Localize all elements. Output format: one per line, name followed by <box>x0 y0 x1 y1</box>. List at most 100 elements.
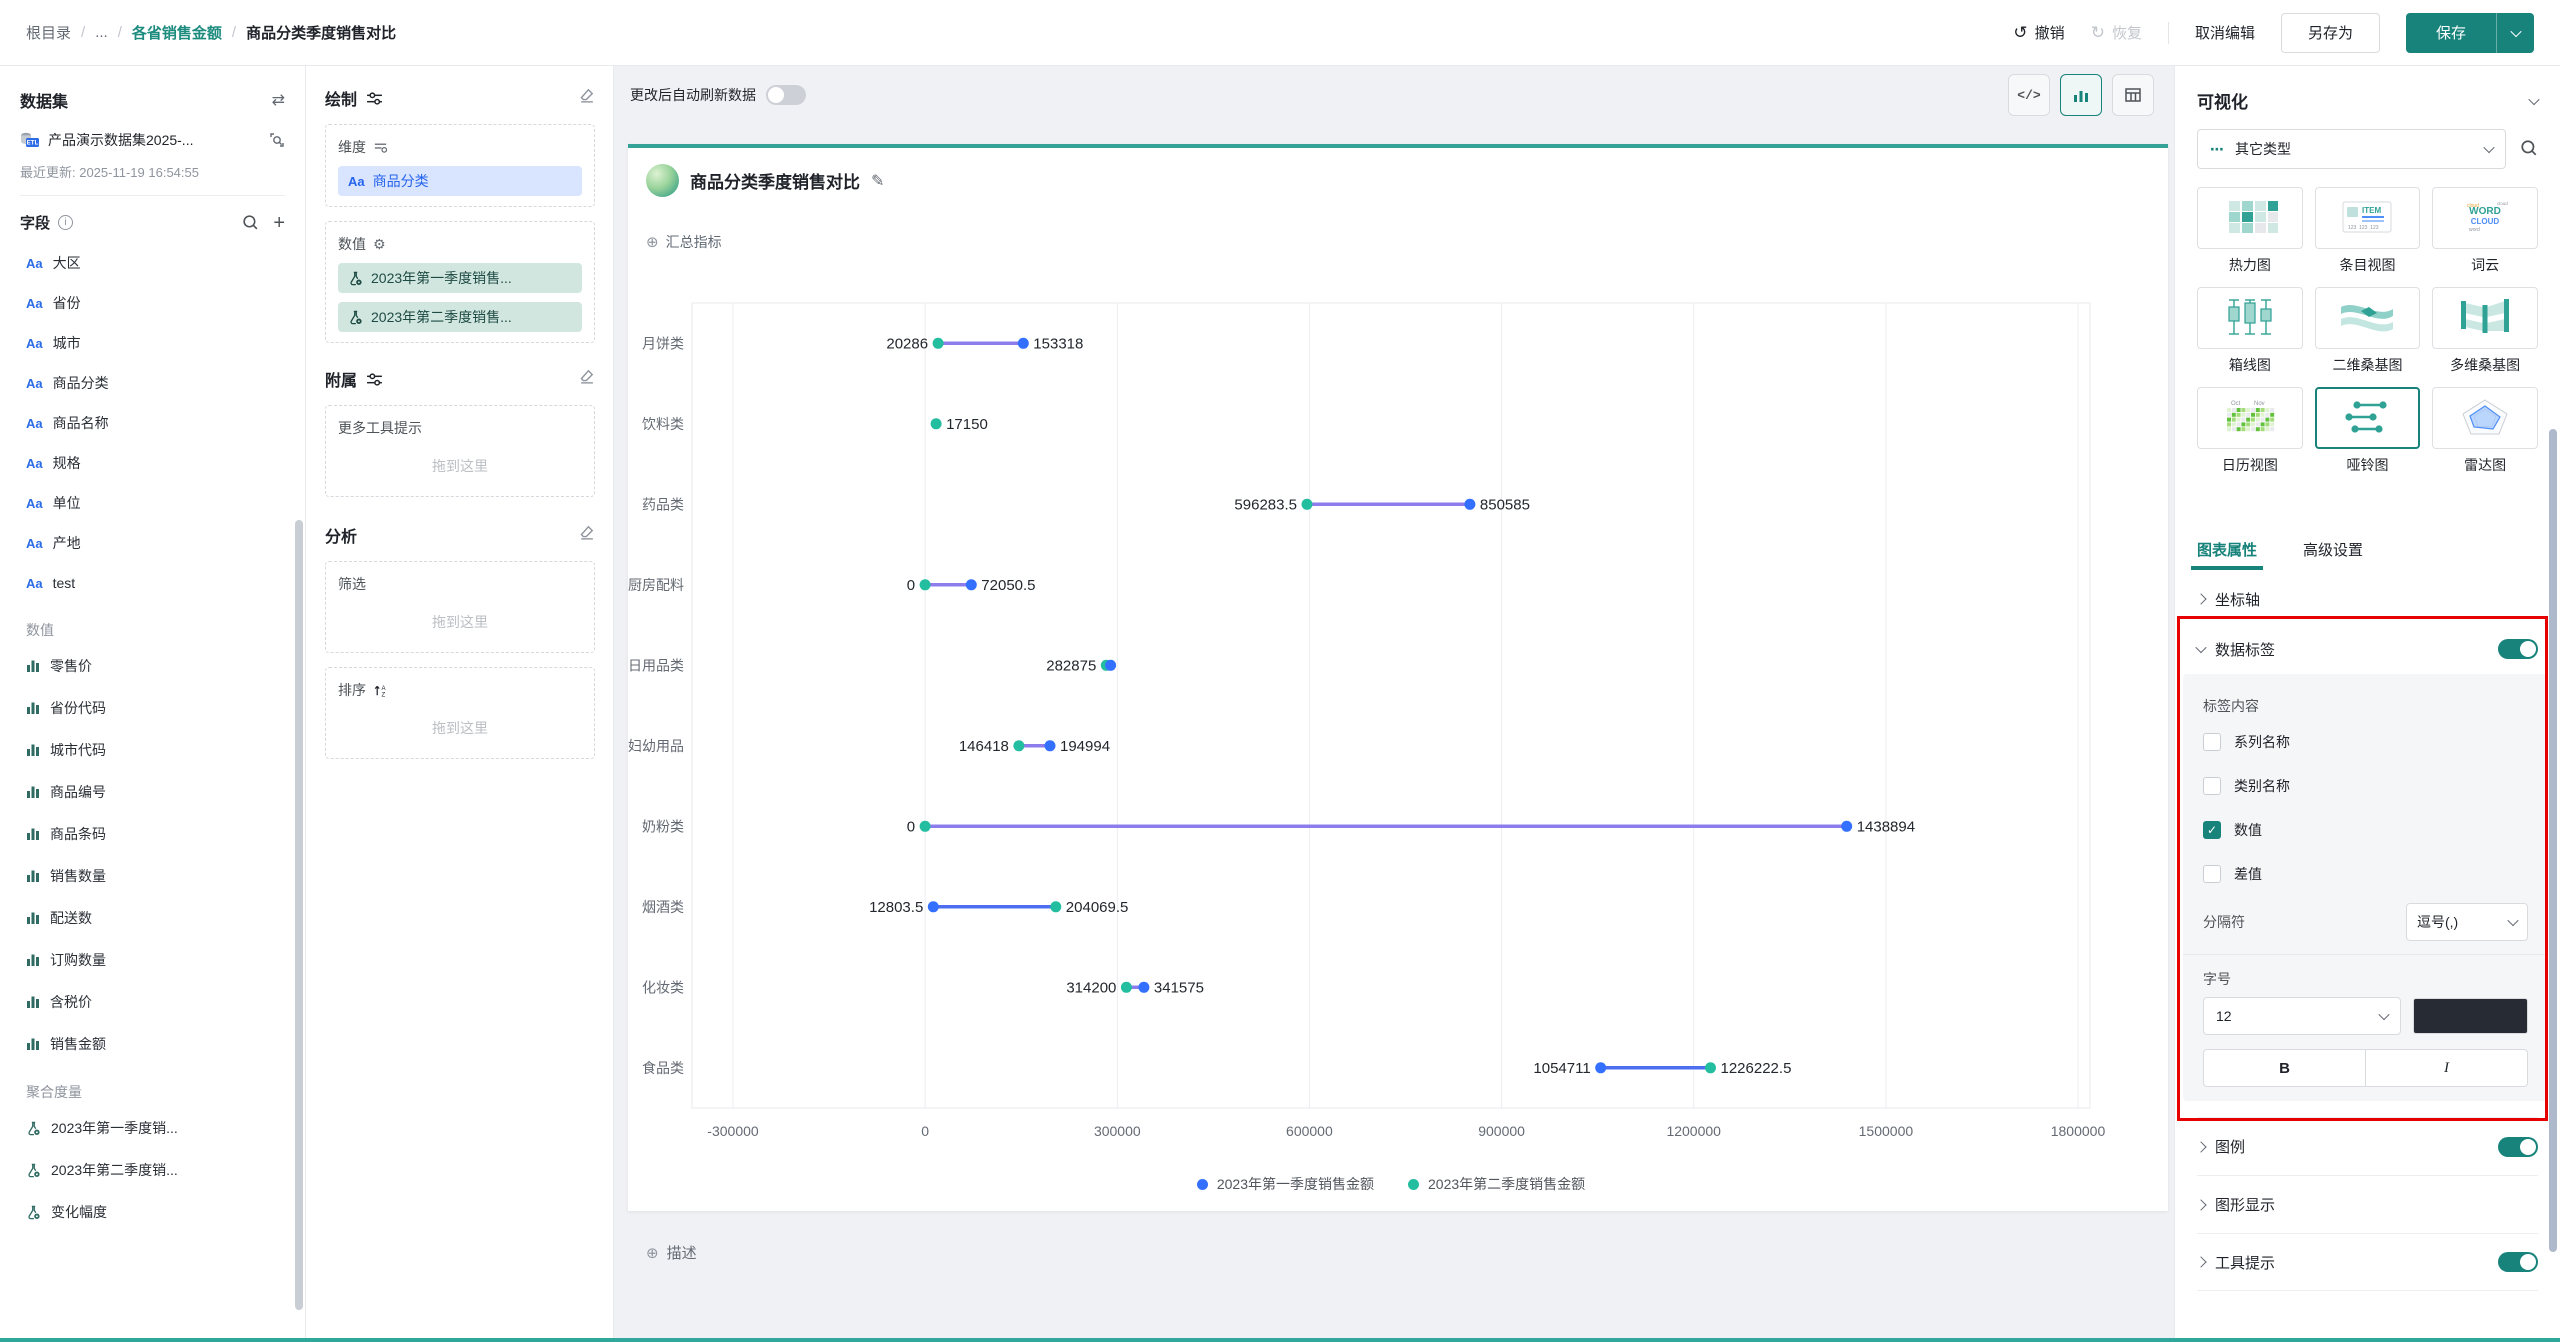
sliders-icon[interactable] <box>366 90 383 107</box>
panel-scrollbar[interactable] <box>2549 429 2557 1252</box>
save-dropdown-button[interactable] <box>2496 12 2534 53</box>
data-point[interactable] <box>965 579 977 591</box>
label-content-option[interactable]: ✓ 数值 <box>2203 808 2528 852</box>
checkbox[interactable]: ✓ <box>2203 821 2221 839</box>
data-point[interactable] <box>1050 901 1062 913</box>
data-point[interactable] <box>1841 820 1853 832</box>
save-split-button[interactable]: 保存 <box>2405 12 2534 53</box>
checkbox[interactable] <box>2203 865 2221 883</box>
font-color-swatch[interactable] <box>2413 998 2528 1034</box>
data-point[interactable] <box>1013 740 1025 752</box>
label-content-option[interactable]: 系列名称 <box>2203 720 2528 764</box>
chart-type-dumbbell[interactable]: 哑铃图 <box>2314 387 2421 473</box>
gear-icon[interactable]: ⚙ <box>373 235 386 252</box>
chart-type-sankey2[interactable]: 二维桑基图 <box>2314 287 2421 373</box>
data-point[interactable] <box>1105 659 1117 671</box>
data-point[interactable] <box>932 337 944 349</box>
field-item[interactable]: Aa 单位 <box>20 483 285 523</box>
view-button-chart[interactable] <box>2060 74 2102 116</box>
data-point[interactable] <box>1595 1062 1607 1074</box>
field-item[interactable]: 销售数量 <box>20 855 285 897</box>
field-item[interactable]: 省份代码 <box>20 687 285 729</box>
legend-item[interactable]: 2023年第一季度销售金额 <box>1196 1174 1374 1194</box>
summary-indicator-button[interactable]: ⊕ 汇总指标 <box>646 232 722 252</box>
field-item[interactable]: Aa 大区 <box>20 243 285 283</box>
section-toggle[interactable] <box>2498 1136 2538 1157</box>
label-content-option[interactable]: 类别名称 <box>2203 764 2528 808</box>
measure-pill[interactable]: 2023年第一季度销售... <box>338 263 582 293</box>
italic-button[interactable]: I <box>2366 1049 2528 1087</box>
preview-dataset-icon[interactable] <box>269 132 285 148</box>
sliders-icon[interactable] <box>366 371 383 388</box>
field-item[interactable]: Aa 产地 <box>20 523 285 563</box>
dimension-pill[interactable]: Aa 商品分类 <box>338 166 582 196</box>
bold-button[interactable]: B <box>2203 1049 2366 1087</box>
eraser-icon[interactable] <box>578 368 595 385</box>
search-chart-type-icon[interactable] <box>2520 139 2538 157</box>
field-item[interactable]: 变化幅度 <box>20 1191 285 1233</box>
section-图例[interactable]: 图例 <box>2195 1117 2538 1175</box>
redo-button[interactable]: ↻ 恢复 <box>2091 22 2142 43</box>
checkbox[interactable] <box>2203 733 2221 751</box>
chart-type-sankeyn[interactable]: 多维桑基图 <box>2432 287 2538 373</box>
field-item[interactable]: 商品编号 <box>20 771 285 813</box>
add-field-icon[interactable]: + <box>273 211 285 234</box>
sidebar-scrollbar[interactable] <box>295 520 303 1310</box>
chevron-down-icon[interactable] <box>2528 93 2540 105</box>
section-toggle[interactable] <box>2498 1252 2538 1272</box>
chart-type-select[interactable]: ⋯ 其它类型 <box>2197 129 2506 169</box>
chart-type-radar[interactable]: 雷达图 <box>2432 387 2538 473</box>
switch-dataset-icon[interactable]: ⇄ <box>271 92 285 109</box>
description-button[interactable]: ⊕ 描述 <box>646 1242 697 1263</box>
field-item[interactable]: 销售金额 <box>20 1023 285 1065</box>
field-item[interactable]: Aa test <box>20 563 285 603</box>
dimension-dropzone[interactable]: 维度 Aa 商品分类 <box>325 124 595 207</box>
separator-select[interactable]: 逗号(,) <box>2406 903 2528 941</box>
data-label-section-header[interactable]: 数据标签 <box>2195 634 2538 664</box>
edit-title-icon[interactable]: ✎ <box>871 172 885 190</box>
label-content-option[interactable]: 差值 <box>2203 852 2528 896</box>
field-item[interactable]: 零售价 <box>20 645 285 687</box>
data-point[interactable] <box>919 579 931 591</box>
view-button-code[interactable]: </> <box>2008 74 2050 116</box>
section-图形显示[interactable]: 图形显示 <box>2195 1175 2538 1233</box>
undo-button[interactable]: ↺ 撤销 <box>2013 22 2064 43</box>
view-button-table[interactable] <box>2112 74 2154 116</box>
field-item[interactable]: 订购数量 <box>20 939 285 981</box>
eraser-icon[interactable] <box>578 87 595 104</box>
chart-type-boxplot[interactable]: 箱线图 <box>2197 287 2303 373</box>
data-point[interactable] <box>1120 981 1132 993</box>
field-item[interactable]: Aa 省份 <box>20 283 285 323</box>
auto-refresh-toggle[interactable] <box>766 85 806 105</box>
search-fields-icon[interactable] <box>242 214 259 231</box>
field-item[interactable]: Aa 商品分类 <box>20 363 285 403</box>
field-item[interactable]: 含税价 <box>20 981 285 1023</box>
data-point[interactable] <box>1464 498 1476 510</box>
field-item[interactable]: 2023年第一季度销... <box>20 1107 285 1149</box>
measure-dropzone[interactable]: 数值 ⚙ 2023年第一季度销售... 2023年第二季度销售... <box>325 221 595 343</box>
data-point[interactable] <box>1705 1062 1716 1074</box>
section-工具提示[interactable]: 工具提示 <box>2195 1233 2538 1291</box>
field-item[interactable]: Aa 规格 <box>20 443 285 483</box>
measure-pill[interactable]: 2023年第二季度销售... <box>338 302 582 332</box>
sort-dropzone[interactable]: 排序 A Z 拖到这里 <box>325 667 595 759</box>
save-button[interactable]: 保存 <box>2405 12 2496 53</box>
breadcrumb-item[interactable]: 根目录 <box>26 25 72 42</box>
tab-advanced-settings[interactable]: 高级设置 <box>2303 542 2364 559</box>
tab-chart-properties[interactable]: 图表属性 <box>2190 539 2264 570</box>
filter-dropzone[interactable]: 筛选 拖到这里 <box>325 561 595 653</box>
data-label-toggle[interactable] <box>2498 639 2538 659</box>
field-item[interactable]: 商品条码 <box>20 813 285 855</box>
data-point[interactable] <box>1138 981 1150 993</box>
axis-section-header[interactable]: 坐标轴 <box>2195 586 2538 612</box>
eraser-icon[interactable] <box>578 524 595 541</box>
breadcrumb-item[interactable]: 各省销售金额 <box>131 25 222 42</box>
save-as-button[interactable]: 另存为 <box>2280 12 2380 53</box>
cancel-edit-button[interactable]: 取消编辑 <box>2194 25 2255 42</box>
data-point[interactable] <box>1044 740 1056 752</box>
dataset-item[interactable]: ETL 产品演示数据集2025-... <box>20 130 285 150</box>
data-point[interactable] <box>1017 337 1029 349</box>
chart-type-itemview[interactable]: ITEM 123 123 123 条目视图 <box>2314 187 2421 273</box>
field-item[interactable]: Aa 商品名称 <box>20 403 285 443</box>
chart-type-calendar[interactable]: Oct Nov 日历视图 <box>2197 387 2303 473</box>
